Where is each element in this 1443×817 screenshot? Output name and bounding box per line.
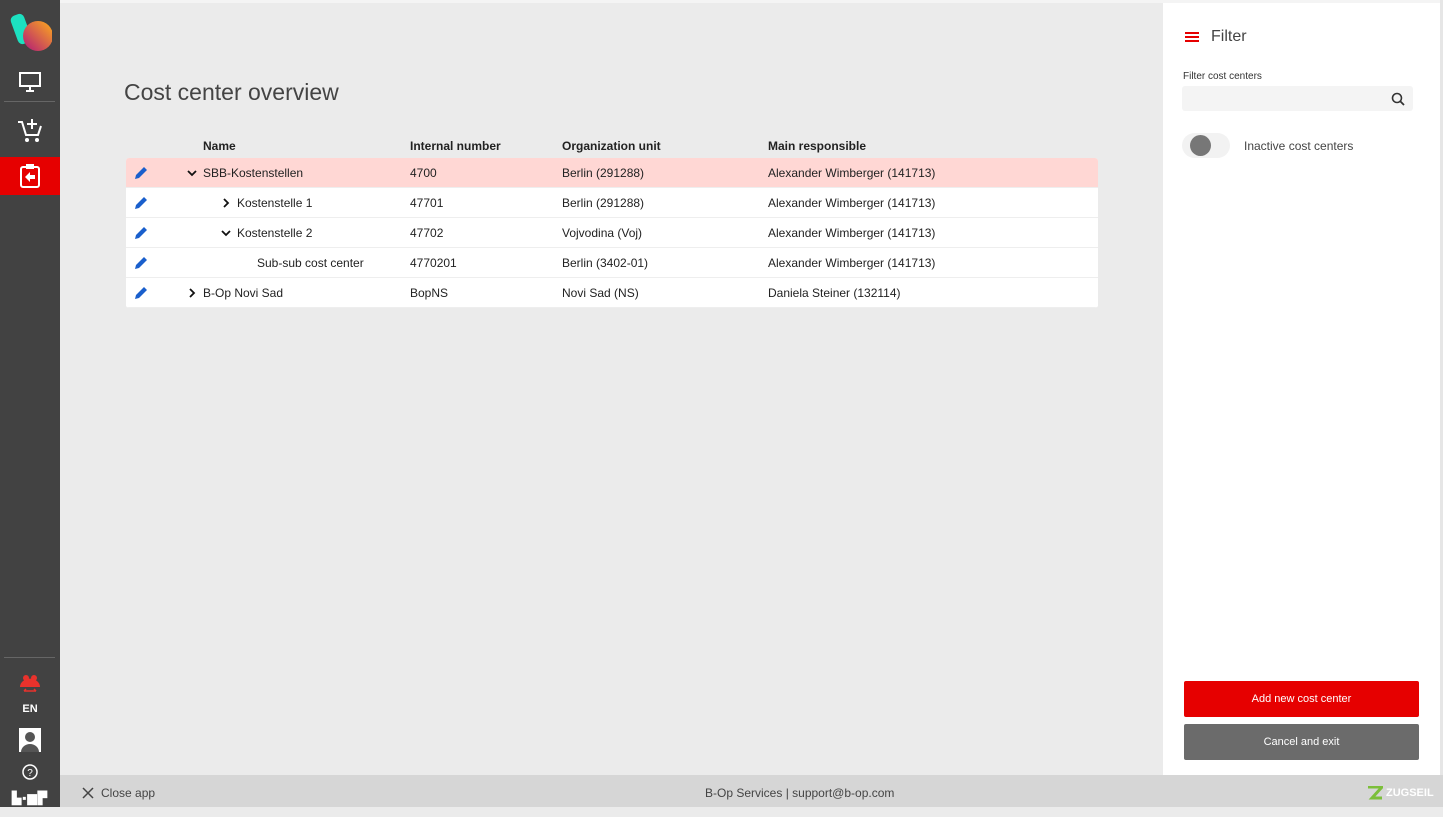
- cost-center-table: Name Internal number Organization unit M…: [126, 133, 1098, 308]
- sidebar-divider: [4, 101, 55, 102]
- table-row[interactable]: Sub-sub cost center 4770201 Berlin (3402…: [126, 248, 1098, 278]
- menu-icon[interactable]: [1185, 30, 1199, 48]
- sidebar-divider: [4, 657, 55, 658]
- footer: Close app B-Op Services | support@b-op.c…: [60, 775, 1443, 807]
- chevron-right-icon[interactable]: [221, 197, 231, 208]
- table-row[interactable]: Kostenstelle 1 47701 Berlin (291288) Ale…: [126, 188, 1098, 218]
- app-logo[interactable]: [0, 13, 60, 51]
- toggle-knob: [1190, 135, 1211, 156]
- main-content: Cost center overview Name Internal numbe…: [60, 3, 1163, 775]
- search-icon[interactable]: [1391, 92, 1405, 106]
- page-title: Cost center overview: [124, 79, 339, 105]
- column-header-organization-unit[interactable]: Organization unit: [562, 138, 661, 153]
- cell-main-responsible: Daniela Steiner (132114): [768, 285, 901, 300]
- language-selector[interactable]: EN: [22, 703, 38, 715]
- inactive-toggle[interactable]: [1182, 133, 1230, 158]
- cell-internal-number: 47702: [410, 225, 444, 240]
- cell-internal-number: 47701: [410, 195, 444, 210]
- cell-internal-number: 4700: [410, 165, 437, 180]
- cell-main-responsible: Alexander Wimberger (141713): [768, 195, 936, 210]
- cell-name: Sub-sub cost center: [257, 255, 364, 270]
- cell-organization-unit: Berlin (291288): [562, 195, 645, 210]
- user-avatar[interactable]: [0, 721, 60, 759]
- users-switch-icon[interactable]: [0, 665, 60, 703]
- cell-internal-number: 4770201: [410, 255, 457, 270]
- table-row[interactable]: B-Op Novi Sad BopNS Novi Sad (NS) Daniel…: [126, 278, 1098, 308]
- chevron-down-icon[interactable]: [187, 168, 197, 178]
- edit-pencil-icon[interactable]: [133, 285, 149, 301]
- cell-organization-unit: Novi Sad (NS): [562, 285, 639, 300]
- add-cost-center-button[interactable]: Add new cost center: [1184, 681, 1419, 717]
- cell-internal-number: BopNS: [410, 285, 449, 300]
- filter-panel: Filter Filter cost centers Inactive cost…: [1163, 3, 1440, 775]
- cell-name: SBB-Kostenstellen: [203, 165, 304, 180]
- edit-pencil-icon[interactable]: [133, 225, 149, 241]
- column-header-main-responsible[interactable]: Main responsible: [768, 138, 867, 153]
- filter-search-input[interactable]: [1182, 86, 1413, 111]
- table-body: SBB-Kostenstellen 4700 Berlin (291288) A…: [126, 158, 1098, 308]
- cell-main-responsible: Alexander Wimberger (141713): [768, 225, 936, 240]
- inactive-label: Inactive cost centers: [1244, 139, 1354, 153]
- edit-pencil-icon[interactable]: [133, 165, 149, 181]
- sidebar: EN ? ▙▪▆▛: [0, 0, 60, 807]
- column-header-internal-number[interactable]: Internal number: [410, 138, 501, 153]
- add-to-cart-icon[interactable]: [0, 111, 60, 149]
- table-header: Name Internal number Organization unit M…: [126, 133, 1098, 158]
- cell-name: B-Op Novi Sad: [203, 285, 284, 300]
- cell-name: Kostenstelle 2: [237, 225, 313, 240]
- cell-organization-unit: Berlin (291288): [562, 165, 645, 180]
- filter-search-label: Filter cost centers: [1183, 71, 1262, 82]
- edit-pencil-icon[interactable]: [133, 195, 149, 211]
- help-icon[interactable]: ?: [0, 754, 60, 792]
- footer-contact: B-Op Services | support@b-op.com: [705, 786, 895, 800]
- svg-text:?: ?: [27, 768, 33, 779]
- right-border: [1440, 0, 1443, 807]
- cell-main-responsible: Alexander Wimberger (141713): [768, 255, 936, 270]
- cost-center-app-icon[interactable]: [0, 157, 60, 195]
- monitor-icon[interactable]: [0, 63, 60, 101]
- chevron-down-icon[interactable]: [221, 228, 231, 238]
- edit-pencil-icon[interactable]: [133, 255, 149, 271]
- chevron-right-icon[interactable]: [187, 287, 197, 298]
- brand-logo: ▙▪▆▛: [12, 791, 48, 805]
- cancel-exit-button[interactable]: Cancel and exit: [1184, 724, 1419, 760]
- table-row[interactable]: Kostenstelle 2 47702 Vojvodina (Voj) Ale…: [126, 218, 1098, 248]
- table-row[interactable]: SBB-Kostenstellen 4700 Berlin (291288) A…: [126, 158, 1098, 188]
- column-header-name[interactable]: Name: [203, 138, 236, 153]
- filter-title: Filter: [1211, 28, 1247, 45]
- zugseil-logo: ZUGSEIL: [1367, 786, 1434, 800]
- cell-organization-unit: Vojvodina (Voj): [562, 225, 643, 240]
- close-app-button[interactable]: Close app: [82, 786, 155, 800]
- top-border: [0, 0, 1443, 3]
- cell-name: Kostenstelle 1: [237, 195, 313, 210]
- close-icon: [82, 787, 94, 799]
- cell-organization-unit: Berlin (3402-01): [562, 255, 649, 270]
- close-app-label: Close app: [101, 786, 156, 800]
- cell-main-responsible: Alexander Wimberger (141713): [768, 165, 936, 180]
